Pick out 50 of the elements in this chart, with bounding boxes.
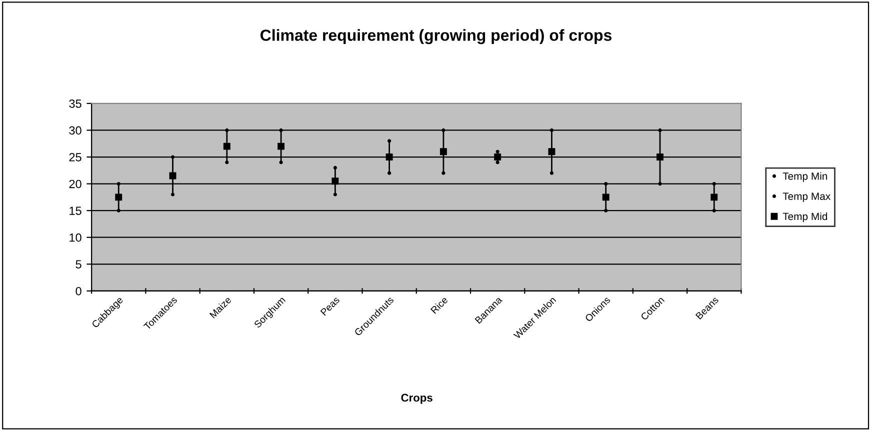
point	[712, 182, 716, 186]
point	[279, 160, 283, 164]
point	[442, 171, 446, 175]
legend-label: Temp Mid	[782, 212, 828, 222]
y-tick-label: 15	[70, 206, 82, 215]
legend-label: Temp Min	[782, 172, 828, 182]
point	[388, 139, 392, 143]
point	[169, 172, 176, 180]
y-tick-label: 5	[76, 260, 82, 269]
point	[442, 128, 446, 132]
point	[170, 192, 175, 196]
point	[710, 194, 718, 201]
point	[333, 192, 337, 196]
point	[496, 150, 500, 154]
point	[550, 128, 554, 132]
y-tick-label: 35	[69, 99, 82, 108]
y-tick-label: 20	[69, 180, 82, 188]
point	[658, 182, 662, 186]
point	[333, 166, 337, 170]
point	[223, 142, 230, 150]
point	[496, 160, 500, 164]
x-axis-title: Crops	[401, 394, 432, 404]
point	[548, 148, 556, 156]
point	[170, 155, 175, 159]
y-tick-label: 10	[70, 233, 82, 242]
point	[604, 208, 608, 212]
point	[602, 194, 610, 201]
y-tick-label: 30	[69, 126, 82, 135]
point	[712, 208, 716, 212]
point	[279, 128, 283, 132]
point	[656, 154, 664, 160]
point	[388, 171, 392, 175]
point	[115, 194, 122, 201]
point	[604, 182, 608, 186]
point	[550, 171, 554, 175]
point	[386, 154, 393, 160]
point	[440, 148, 447, 156]
point	[116, 208, 120, 212]
y-tick-label: 25	[69, 153, 82, 162]
legend-label: Temp Max	[782, 192, 830, 202]
point	[658, 128, 662, 132]
point	[332, 178, 339, 185]
point	[225, 160, 229, 164]
point	[494, 154, 502, 160]
point	[278, 142, 285, 150]
point	[116, 182, 120, 186]
chart-title: Climate requirement (growing period) of crops	[260, 29, 612, 44]
point	[225, 128, 229, 132]
y-tick-label: 0	[76, 286, 82, 296]
x-tick-label: Rice	[430, 296, 448, 314]
